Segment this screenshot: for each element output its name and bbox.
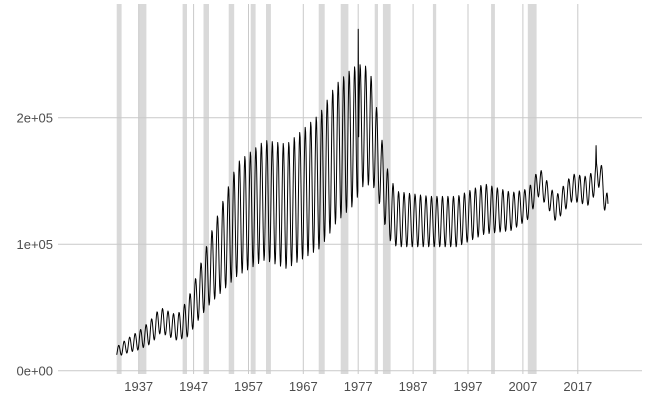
recession-band [432,4,437,374]
recession-band [250,4,256,374]
y-tick-label: 2e+05 [16,110,53,125]
x-tick-label: 1957 [234,379,263,394]
grid-lines [58,4,642,374]
x-axis-ticks: 1937 1947 1957 1967 1977 1987 1997 2007 2017 [124,379,592,394]
x-tick-label: 1947 [179,379,208,394]
recession-band [318,4,325,374]
y-axis-ticks: 0e+00 1e+05 2e+05 [16,110,53,378]
x-tick-label: 2017 [563,379,592,394]
x-tick-label: 1997 [454,379,483,394]
x-tick-label: 2007 [508,379,537,394]
y-tick-label: 1e+05 [16,237,53,252]
recession-band [203,4,209,374]
series-line [116,28,609,356]
recession-band [527,4,537,374]
x-tick-label: 1967 [289,379,318,394]
series-layer [116,28,609,356]
x-tick-label: 1977 [344,379,373,394]
recession-band [340,4,349,374]
x-tick-label: 1987 [399,379,428,394]
y-tick-label: 0e+00 [16,363,53,378]
recession-band [182,4,187,374]
recession-band [491,4,495,374]
recession-band [138,4,147,374]
recession-band [374,4,378,374]
recession-band [228,4,235,374]
x-tick-label: 1937 [124,379,153,394]
recession-band [116,4,122,374]
